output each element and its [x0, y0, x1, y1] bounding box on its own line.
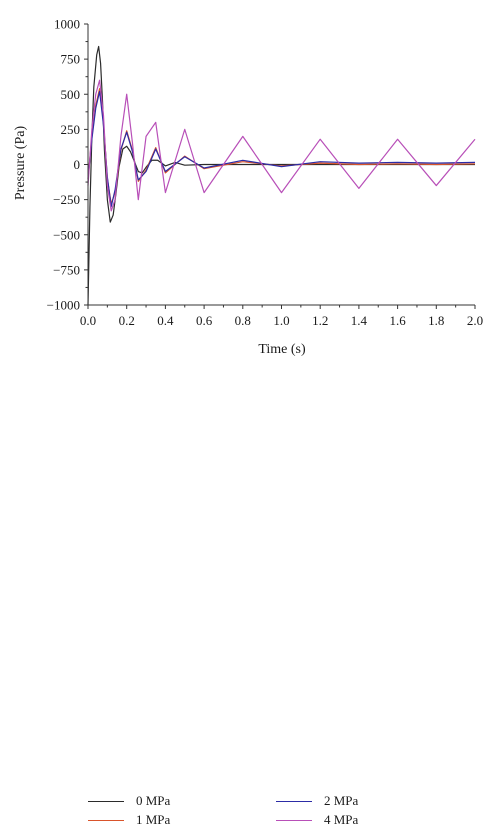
- x-tick-label: 1.4: [351, 313, 368, 328]
- y-tick-label: −750: [53, 262, 80, 277]
- series-line-1-mpa: [87, 88, 476, 205]
- legend-label-0mpa: 0 MPa: [136, 793, 171, 808]
- series-line-4-mpa: [87, 79, 476, 212]
- y-tick-label: 500: [61, 87, 81, 102]
- chart-container: 0.0 0.2 0.4 0.6 0.8 1.0 1.2 1.4 1.6 1.8 2.0 1000 750…: [13, 17, 483, 828]
- x-tick-label: 0.2: [119, 313, 135, 328]
- legend-swatch-2mpa: [276, 800, 312, 802]
- series-lines: [87, 45, 476, 306]
- legend-swatch-4mpa: [276, 819, 312, 821]
- legend-item-0mpa: 0 MPa: [88, 793, 170, 809]
- y-tick-label: −250: [53, 192, 80, 207]
- legend-label-1mpa: 1 MPa: [136, 812, 171, 827]
- legend-swatch-0mpa: [88, 800, 124, 802]
- y-tick-label: −1000: [47, 298, 80, 313]
- series-line-2-mpa: [87, 90, 476, 208]
- series-line-0-mpa: [87, 45, 475, 306]
- x-tick-label: 1.6: [389, 313, 406, 328]
- axes: 0.0 0.2 0.4 0.6 0.8 1.0 1.2 1.4 1.6 1.8 2.0 1000 750…: [47, 17, 483, 329]
- y-axis-label: Pressure (Pa): [13, 126, 28, 201]
- x-tick-label: 1.2: [312, 313, 328, 328]
- y-tick-label: 1000: [54, 17, 80, 32]
- x-tick-label: 0.8: [235, 313, 251, 328]
- legend-label-4mpa: 4 MPa: [324, 812, 359, 827]
- pressure-time-chart: 0.0 0.2 0.4 0.6 0.8 1.0 1.2 1.4 1.6 1.8 2.0 1000 750…: [13, 17, 483, 358]
- legend-label-2mpa: 2 MPa: [324, 793, 359, 808]
- y-tick-label: 0: [74, 157, 81, 172]
- x-tick-label: 1.0: [273, 313, 289, 328]
- x-tick-label: 0.6: [196, 313, 213, 328]
- x-tick-label: 2.0: [467, 313, 483, 328]
- x-tick-label: 0.0: [80, 313, 96, 328]
- legend-swatch-1mpa: [88, 819, 124, 821]
- y-tick-label: 250: [61, 122, 81, 137]
- legend-item-4mpa: 4 MPa: [276, 812, 358, 828]
- y-tick-label: 750: [61, 52, 81, 67]
- legend-item-1mpa: 1 MPa: [88, 812, 170, 828]
- y-tick-label: −500: [53, 227, 80, 242]
- legend-item-2mpa: 2 MPa: [276, 793, 358, 809]
- x-axis-label: Time (s): [258, 342, 306, 357]
- x-tick-label: 0.4: [157, 313, 174, 328]
- x-tick-label: 1.8: [428, 313, 444, 328]
